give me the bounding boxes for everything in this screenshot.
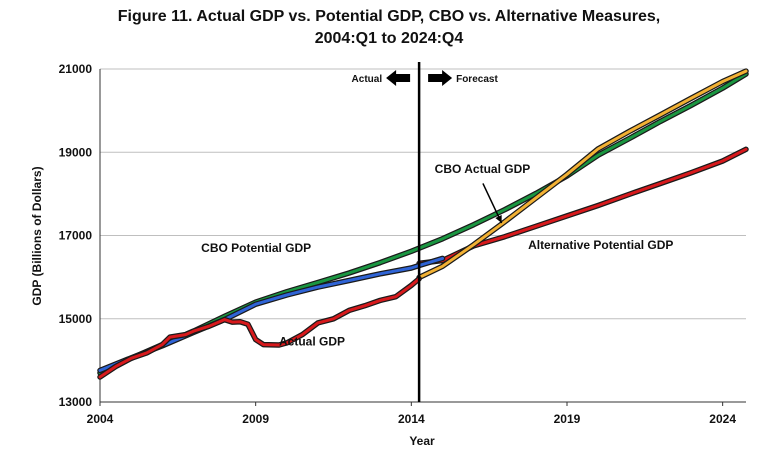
x-tick-label: 2009 — [242, 412, 269, 426]
series-annotation: CBO Potential GDP — [201, 241, 311, 255]
y-tick-label: 15000 — [59, 312, 93, 326]
y-axis-title: GDP (Billions of Dollars) — [30, 166, 44, 305]
axes — [99, 69, 746, 406]
divider-layer: Actual Forecast — [352, 62, 498, 402]
series-line — [417, 69, 748, 279]
chart-title: Figure 11. Actual GDP vs. Potential GDP,… — [117, 8, 661, 25]
y-tick-label: 13000 — [59, 395, 93, 409]
series-annotation: CBO Actual GDP — [435, 162, 531, 176]
annotation-arrow-line — [482, 183, 503, 224]
annotation-arrowhead-icon — [495, 215, 502, 224]
series-2 — [416, 68, 749, 281]
series-annotation: Alternative Potential GDP — [528, 238, 673, 252]
y-tick-label: 17000 — [59, 229, 93, 243]
annotations: CBO Potential GDP CBO Actual GDP Alternati… — [201, 162, 673, 348]
series-line — [98, 256, 444, 372]
chart-subtitle: 2004:Q1 to 2024:Q4 — [314, 30, 464, 47]
x-tick-label: 2024 — [709, 412, 736, 426]
x-tick-label: 2019 — [554, 412, 581, 426]
series-layer — [97, 68, 749, 380]
series-annotation: Actual GDP — [279, 334, 345, 348]
forecast-label: Forecast — [456, 74, 498, 85]
y-tick-label: 21000 — [59, 62, 93, 76]
x-tick-label: 2014 — [398, 412, 425, 426]
chart-title-block: Figure 11. Actual GDP vs. Potential GDP,… — [0, 6, 778, 50]
right-arrow-icon — [428, 70, 453, 86]
actual-label: Actual — [352, 74, 383, 85]
series-line-outline — [97, 255, 446, 374]
y-tick-label: 19000 — [59, 145, 93, 159]
x-axis-title: Year — [409, 434, 435, 448]
series-line — [98, 277, 421, 379]
x-tick-label: 2004 — [87, 412, 114, 426]
ticks: 13000 15000 17000 19000 21000 2004 2009 2014 201… — [59, 62, 737, 426]
series-line-outline — [97, 276, 422, 380]
series-4 — [97, 276, 422, 380]
series-3 — [97, 255, 446, 374]
left-arrow-icon — [386, 70, 411, 86]
